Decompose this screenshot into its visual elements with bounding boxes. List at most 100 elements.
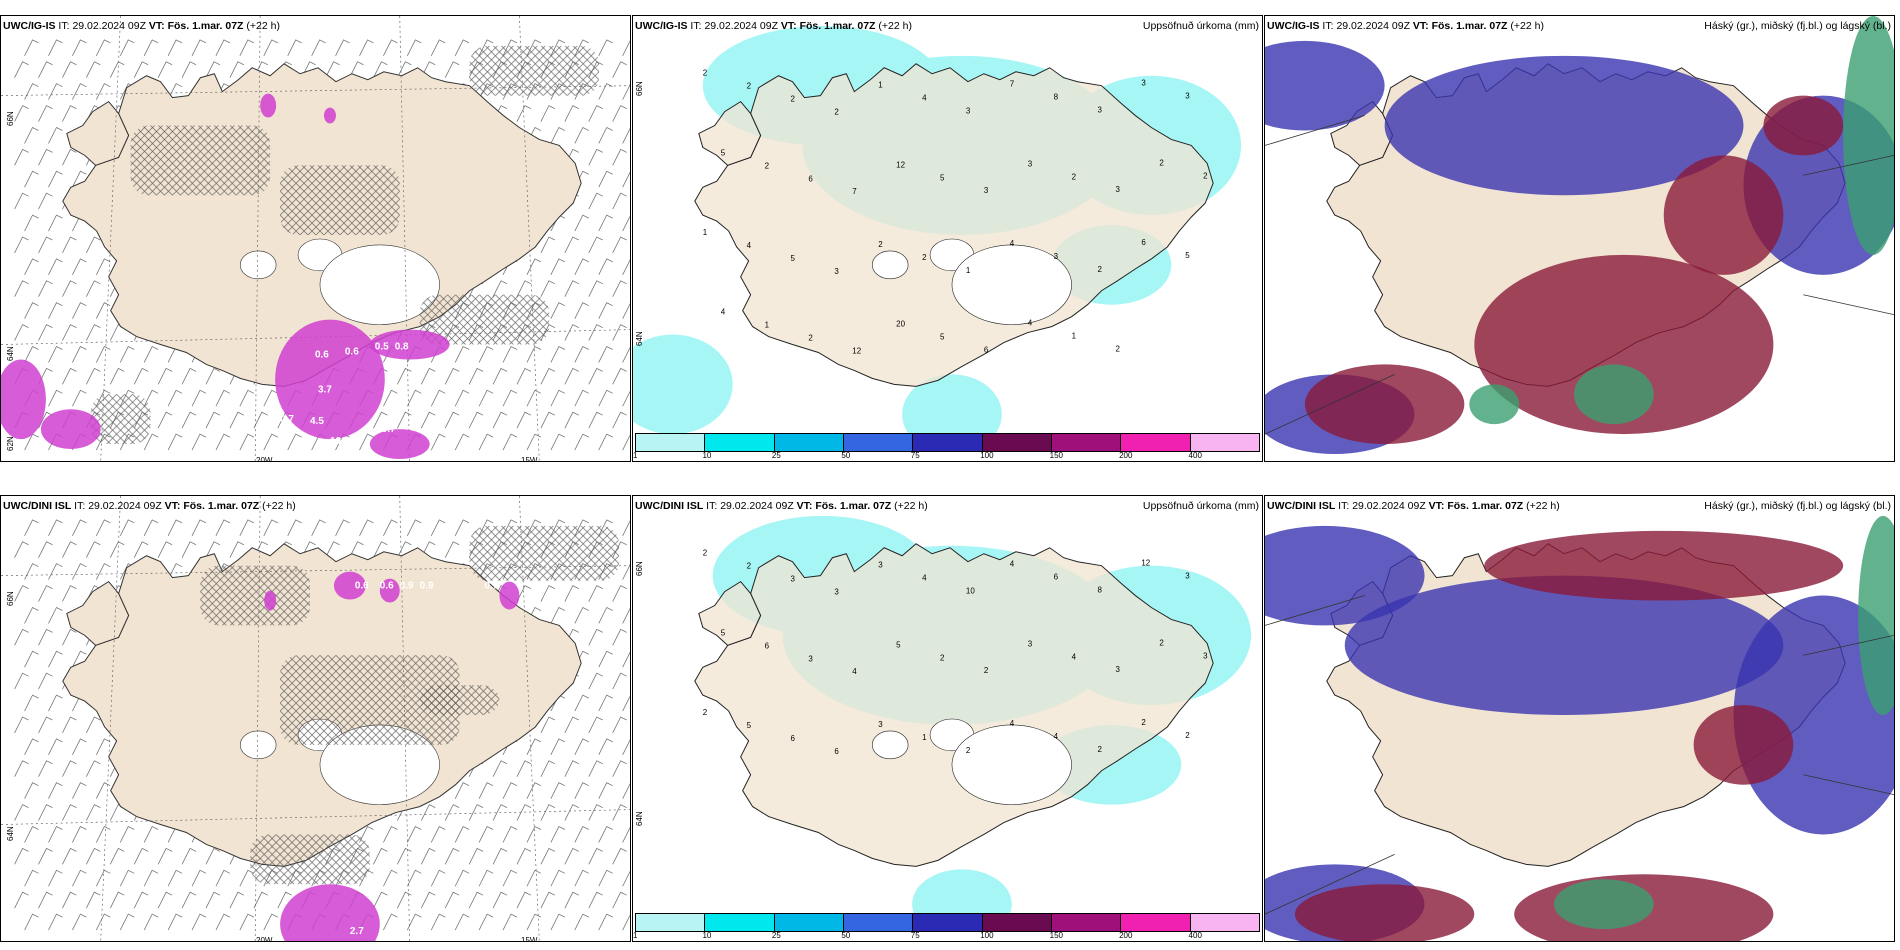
- precip-value-label: 3: [1028, 639, 1033, 648]
- precip-value-label: 2: [808, 334, 813, 343]
- panel-clouds-dini: UWC/DINI ISL IT: 29.02.2024 09Z VT: Fös.…: [1264, 495, 1895, 942]
- precip-value-label: 2: [1159, 158, 1164, 167]
- precip-value-label: 2: [1203, 171, 1208, 180]
- precip-value-label: 12: [852, 346, 861, 355]
- precip-value-label: 2: [878, 240, 883, 249]
- glacier-area: [951, 724, 1072, 805]
- low-cloud-area: [1484, 530, 1844, 601]
- hatched-area: [419, 685, 500, 716]
- colorbar-tick-label: 1: [633, 451, 638, 460]
- iceland-landmass: [694, 543, 1214, 867]
- wind-map: 0.6 0.6 0.5 0.8 3.7 4.5 0.7 10.2 0.7: [1, 16, 630, 461]
- precip-value-label: 4: [852, 667, 857, 676]
- init-time-label: IT:: [74, 500, 86, 512]
- colorbar-tick-label: 75: [910, 451, 920, 460]
- westfjords: [66, 580, 130, 646]
- precip-value-label: 2: [703, 708, 708, 717]
- wind-value-label: 0.7: [484, 581, 498, 592]
- init-time-value: 29.02.2024 09Z: [88, 500, 162, 512]
- precip-value-label: 2: [1185, 731, 1190, 740]
- precip-value-label: 2: [834, 108, 839, 117]
- glacier-area: [871, 730, 909, 760]
- cloud-map: [1265, 515, 1894, 941]
- hatched-area: [280, 165, 400, 236]
- low-cloud-area: [1294, 884, 1475, 941]
- hatched-area: [250, 834, 370, 885]
- lead-time: (+22 h): [878, 20, 912, 32]
- field-title: Uppsöfnuð úrkoma (mm): [1142, 500, 1259, 512]
- colorbar-tick-label: 100: [980, 451, 994, 460]
- longitude-label: 20W: [256, 936, 273, 942]
- wind-value-label: 0.7: [382, 424, 396, 435]
- precip-value-label: 6: [808, 174, 813, 183]
- wind-value-label: 2.7: [350, 926, 364, 937]
- init-time-value: 29.02.2024 09Z: [720, 500, 794, 512]
- precip-value-label: 2: [1072, 172, 1077, 181]
- wind-value-label: 3.7: [318, 384, 332, 395]
- valid-time-value: Fös. 1.mar. 07Z: [167, 20, 244, 32]
- precip-value-label: 3: [790, 575, 795, 584]
- westfjords: [66, 100, 130, 166]
- precip-value-label: 5: [790, 254, 795, 263]
- precip-value-label: 2: [747, 562, 752, 571]
- precip-value-label: 2: [984, 666, 989, 675]
- colorbar-tick-label: 400: [1188, 931, 1202, 940]
- precip-value-label: 3: [984, 186, 989, 195]
- precip-value-label: 6: [790, 734, 795, 743]
- precip-value-label: 3: [966, 107, 971, 116]
- wind-speed-area: [323, 107, 336, 124]
- panel-header: UWC/IG-IS IT: 29.02.2024 09Z VT: Fös. 1.…: [1267, 20, 1544, 32]
- precip-value-label: 3: [1115, 665, 1120, 674]
- iceland-landmass: [694, 63, 1214, 387]
- colorbar-swatch: [774, 434, 844, 451]
- precip-value-label: 2: [747, 82, 752, 91]
- wind-value-label: 0.6: [380, 581, 394, 592]
- init-time-value: 29.02.2024 09Z: [1352, 500, 1426, 512]
- latitude-label: 64N: [635, 811, 644, 826]
- colorbar-swatch: [705, 914, 775, 931]
- precip-value-label: 3: [808, 654, 813, 663]
- latitude-label: 66N: [635, 81, 644, 96]
- precip-value-label: 7: [1010, 80, 1015, 89]
- precip-value-label: 3: [1185, 572, 1190, 581]
- colorbar-swatch: [1051, 434, 1122, 451]
- panel-clouds-igis: UWC/IG-IS IT: 29.02.2024 09Z VT: Fös. 1.…: [1264, 15, 1895, 462]
- panel-wind-dini: 0.6 0.6 0.9 0.9 0.7 2.7 UWC/DINI ISL IT: 29.02…: [0, 495, 631, 942]
- colorbar-tick-label: 75: [910, 931, 920, 940]
- precip-value-label: 3: [1028, 159, 1033, 168]
- glacier-area: [951, 244, 1072, 325]
- precip-value-label: 3: [1185, 92, 1190, 101]
- precip-value-label: 20: [896, 320, 905, 329]
- colorbar-swatch: [982, 914, 1052, 931]
- precip-value-label: 2: [940, 653, 945, 662]
- precip-value-label: 7: [852, 187, 857, 196]
- precip-colorbar: 1 10 25 50 75 100 150 200 400: [633, 433, 1262, 461]
- precip-value-label: 1: [922, 733, 927, 742]
- colorbar-tick-label: 200: [1119, 451, 1133, 460]
- field-title: Háský (gr.), miðský (fj.bl.) og lágský (…: [1704, 20, 1891, 32]
- precip-value-label: 2: [1098, 265, 1103, 274]
- low-cloud-area: [1763, 95, 1844, 156]
- precip-value-label: 3: [1115, 185, 1120, 194]
- init-time-label: IT:: [1338, 500, 1350, 512]
- wind-value-label: 0.9: [400, 581, 414, 592]
- panel-header: UWC/DINI ISL IT: 29.02.2024 09Z VT: Fös.…: [1267, 500, 1560, 512]
- init-time-value: 29.02.2024 09Z: [72, 20, 146, 32]
- precip-value-label: 2: [922, 253, 927, 262]
- precip-value-label: 4: [1010, 719, 1015, 728]
- precip-value-label: 6: [834, 747, 839, 756]
- hatched-area: [130, 125, 271, 196]
- precip-value-label: 3: [834, 267, 839, 276]
- precip-value-label: 1: [1072, 332, 1077, 341]
- hatched-area: [90, 394, 151, 445]
- high-cloud-area: [1858, 515, 1894, 715]
- precip-value-label: 3: [1098, 106, 1103, 115]
- init-time-label: IT:: [706, 500, 718, 512]
- graticule: [1, 496, 630, 941]
- colorbar-swatch: [913, 434, 983, 451]
- precip-value-label: 4: [922, 574, 927, 583]
- colorbar-tick-label: 400: [1188, 451, 1202, 460]
- valid-time-value: Fös. 1.mar. 07Z: [1431, 20, 1508, 32]
- precip-value-label: 4: [1010, 239, 1015, 248]
